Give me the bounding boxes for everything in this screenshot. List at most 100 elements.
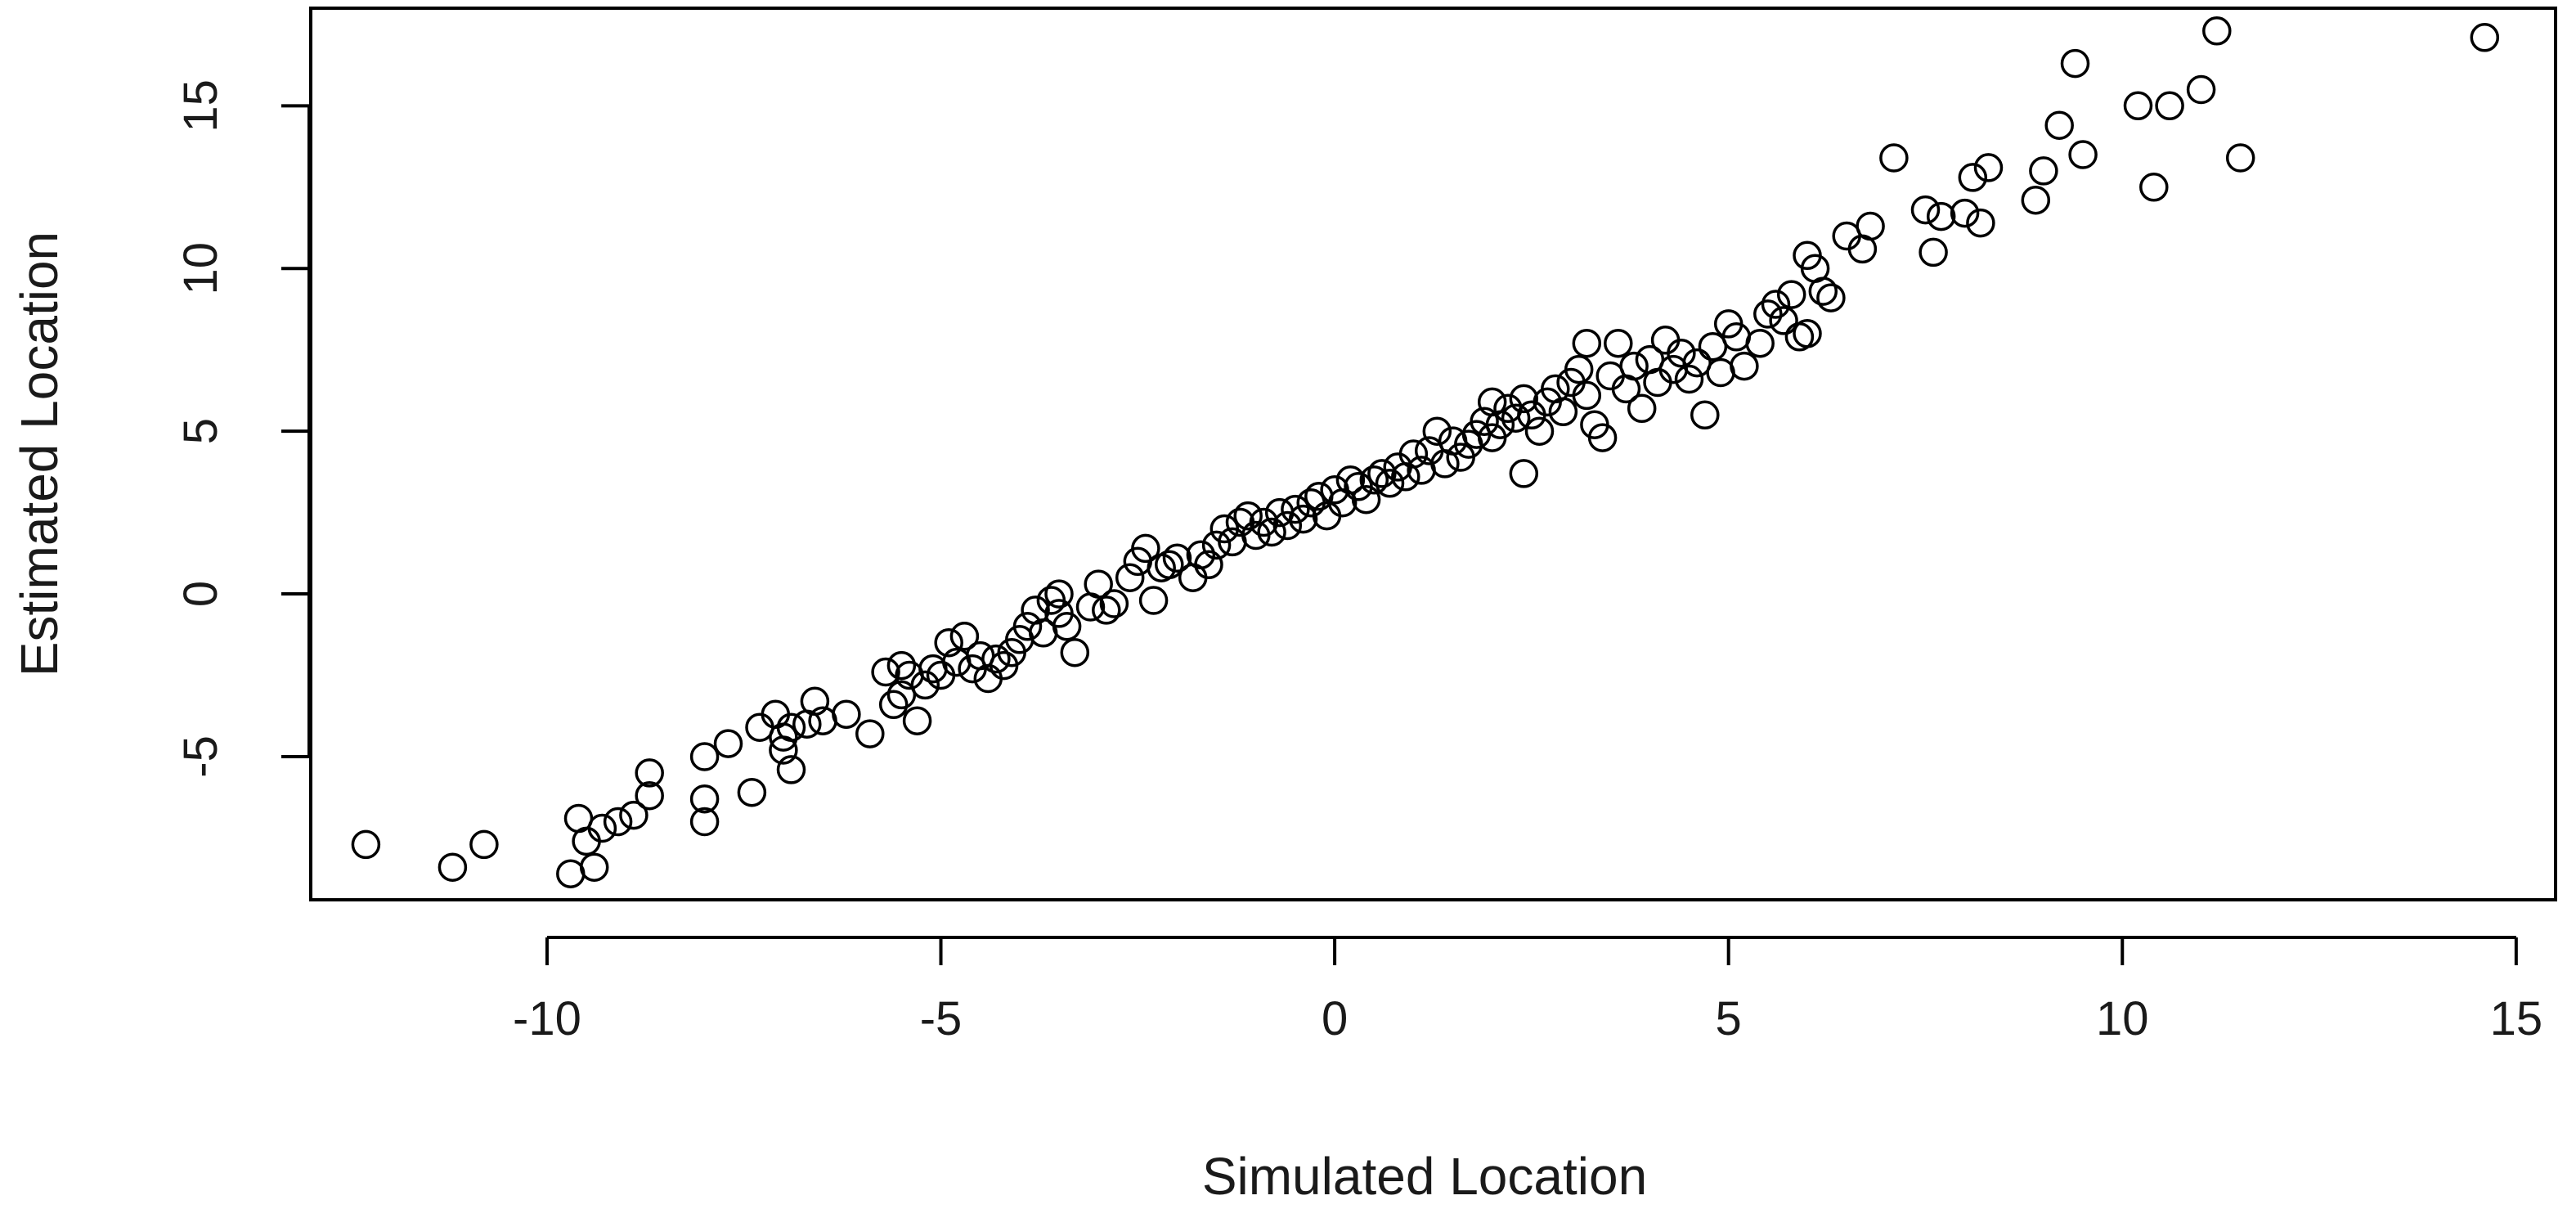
data-point-142 xyxy=(1761,290,1791,319)
data-point-64 xyxy=(1155,550,1184,580)
data-point-65 xyxy=(1162,543,1192,573)
data-point-58 xyxy=(1099,589,1129,618)
data-point-13 xyxy=(689,807,720,837)
data-point-140 xyxy=(1745,328,1775,358)
data-point-146 xyxy=(1793,319,1822,348)
data-point-139 xyxy=(1730,351,1759,381)
data-point-129 xyxy=(1650,326,1681,355)
data-point-79 xyxy=(1281,494,1310,524)
plot-frame xyxy=(309,7,2557,901)
data-point-118 xyxy=(1572,380,1602,411)
y-tick-label-3: 10 xyxy=(174,242,227,295)
data-point-43 xyxy=(981,644,1011,674)
y-axis: -5 0 5 10 15 xyxy=(174,79,311,778)
data-point-11 xyxy=(635,758,664,788)
data-point-134 xyxy=(1690,400,1720,430)
data-point-52 xyxy=(1044,579,1074,609)
data-point-150 xyxy=(1816,283,1846,312)
x-tick-label-5: 15 xyxy=(2490,992,2543,1045)
data-point-35 xyxy=(918,654,948,684)
data-point-125 xyxy=(1619,351,1649,381)
data-point-106 xyxy=(1485,410,1515,439)
data-point-76 xyxy=(1257,517,1286,547)
data-point-34 xyxy=(910,670,940,700)
data-point-2 xyxy=(469,829,499,860)
data-point-54 xyxy=(1060,637,1090,667)
y-tick-label-2: 5 xyxy=(174,418,227,444)
data-point-115 xyxy=(1548,397,1578,427)
data-point-56 xyxy=(1084,569,1113,599)
x-axis: -10 -5 0 5 10 15 xyxy=(513,936,2543,1045)
data-point-81 xyxy=(1296,488,1326,518)
data-point-171 xyxy=(2202,16,2232,46)
data-point-112 xyxy=(1524,416,1555,446)
data-point-172 xyxy=(2225,143,2255,173)
data-point-14 xyxy=(689,742,720,771)
data-point-69 xyxy=(1201,530,1232,560)
data-point-143 xyxy=(1769,306,1798,335)
data-point-15 xyxy=(713,729,743,758)
data-point-30 xyxy=(886,650,917,681)
data-point-109 xyxy=(1509,384,1539,414)
data-point-75 xyxy=(1249,507,1279,537)
data-point-16 xyxy=(737,777,767,807)
data-point-3 xyxy=(556,859,586,888)
data-point-110 xyxy=(1509,459,1539,488)
data-point-29 xyxy=(878,690,909,720)
data-point-26 xyxy=(832,699,861,729)
data-point-73 xyxy=(1233,501,1263,531)
data-point-57 xyxy=(1092,596,1121,625)
y-tick-label-1: 0 xyxy=(174,581,227,607)
data-point-59 xyxy=(1115,563,1145,592)
data-point-155 xyxy=(1910,195,1941,225)
data-point-9 xyxy=(619,800,648,830)
data-point-21 xyxy=(776,755,806,784)
data-point-165 xyxy=(2060,48,2090,79)
x-tick-label-0: -10 xyxy=(513,992,581,1045)
data-point-47 xyxy=(1012,612,1043,641)
data-point-90 xyxy=(1367,459,1397,488)
data-point-91 xyxy=(1375,469,1405,498)
data-point-159 xyxy=(1958,163,1988,192)
data-point-162 xyxy=(2021,185,2051,215)
x-tick-label-2: 0 xyxy=(1322,992,1348,1045)
data-point-53 xyxy=(1052,612,1082,641)
x-tick-label-4: 10 xyxy=(2096,992,2149,1045)
data-point-12 xyxy=(689,784,720,814)
data-point-157 xyxy=(1926,201,1956,231)
data-point-86 xyxy=(1335,465,1366,495)
data-point-33 xyxy=(902,706,932,735)
data-point-67 xyxy=(1186,540,1216,570)
data-point-160 xyxy=(1966,208,1995,238)
data-point-136 xyxy=(1706,357,1735,388)
data-point-19 xyxy=(769,722,798,752)
data-point-7 xyxy=(587,813,617,843)
data-point-131 xyxy=(1667,338,1696,368)
data-point-61 xyxy=(1131,533,1160,564)
data-point-94 xyxy=(1398,439,1429,469)
points-layer xyxy=(351,16,2500,888)
data-point-24 xyxy=(800,686,830,717)
data-point-153 xyxy=(1856,211,1885,241)
data-point-154 xyxy=(1879,143,1909,173)
data-point-156 xyxy=(1919,237,1948,267)
data-point-163 xyxy=(2029,156,2058,186)
data-point-169 xyxy=(2155,91,2184,121)
x-axis-label: Simulated Location xyxy=(1202,1147,1647,1206)
data-point-121 xyxy=(1587,423,1618,452)
data-point-141 xyxy=(1753,299,1783,329)
data-point-117 xyxy=(1564,354,1594,384)
data-point-88 xyxy=(1351,484,1381,515)
x-tick-label-3: 5 xyxy=(1716,992,1742,1045)
data-point-111 xyxy=(1517,400,1546,430)
data-point-132 xyxy=(1674,364,1704,394)
data-point-97 xyxy=(1422,416,1452,446)
data-point-6 xyxy=(572,826,601,856)
data-point-62 xyxy=(1138,586,1169,615)
data-point-167 xyxy=(2123,91,2153,121)
data-point-149 xyxy=(1808,276,1838,306)
data-point-89 xyxy=(1359,465,1389,495)
data-point-119 xyxy=(1572,328,1602,358)
data-point-80 xyxy=(1288,504,1318,534)
data-point-168 xyxy=(2139,173,2169,202)
